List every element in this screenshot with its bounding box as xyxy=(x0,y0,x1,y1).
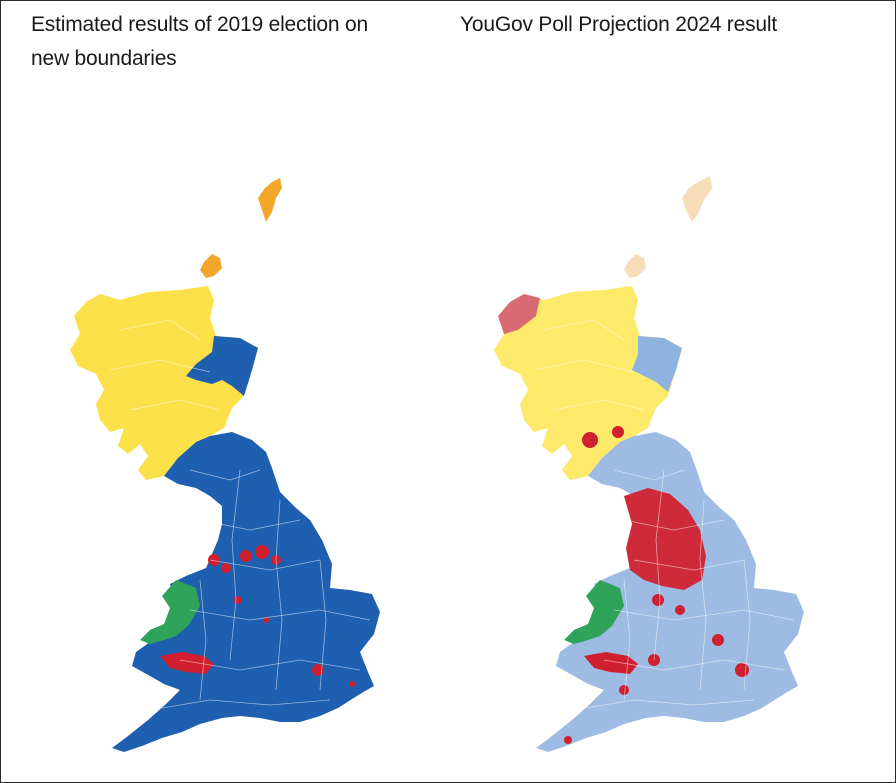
north-england-inner-region xyxy=(250,476,272,500)
wales-north-region xyxy=(140,580,200,644)
northeast-scotland-region xyxy=(632,336,682,392)
urban-red-areas xyxy=(564,426,749,744)
boundary-lines-2019 xyxy=(109,319,371,711)
map-2024 xyxy=(494,176,804,752)
wales-south-region xyxy=(584,652,638,674)
boundary-lines-2024 xyxy=(533,319,795,711)
map-2019 xyxy=(70,178,380,752)
northern-isles-region xyxy=(200,178,282,278)
wales-south-region xyxy=(160,652,214,674)
panel-title-2024: YouGov Poll Projection 2024 result xyxy=(460,13,777,36)
scotland-north-region xyxy=(498,294,540,334)
england-region xyxy=(112,432,380,752)
north-england-inner-region xyxy=(624,488,706,590)
scotland-region xyxy=(494,286,682,480)
urban-red-areas xyxy=(208,545,355,687)
panel-title-2019: Estimated results of 2019 election on ne… xyxy=(31,13,368,70)
england-region xyxy=(536,432,804,752)
wales-north-region xyxy=(564,580,624,644)
northern-isles-region xyxy=(624,176,712,278)
northeast-scotland-region xyxy=(186,336,258,396)
scotland-region xyxy=(70,286,258,480)
